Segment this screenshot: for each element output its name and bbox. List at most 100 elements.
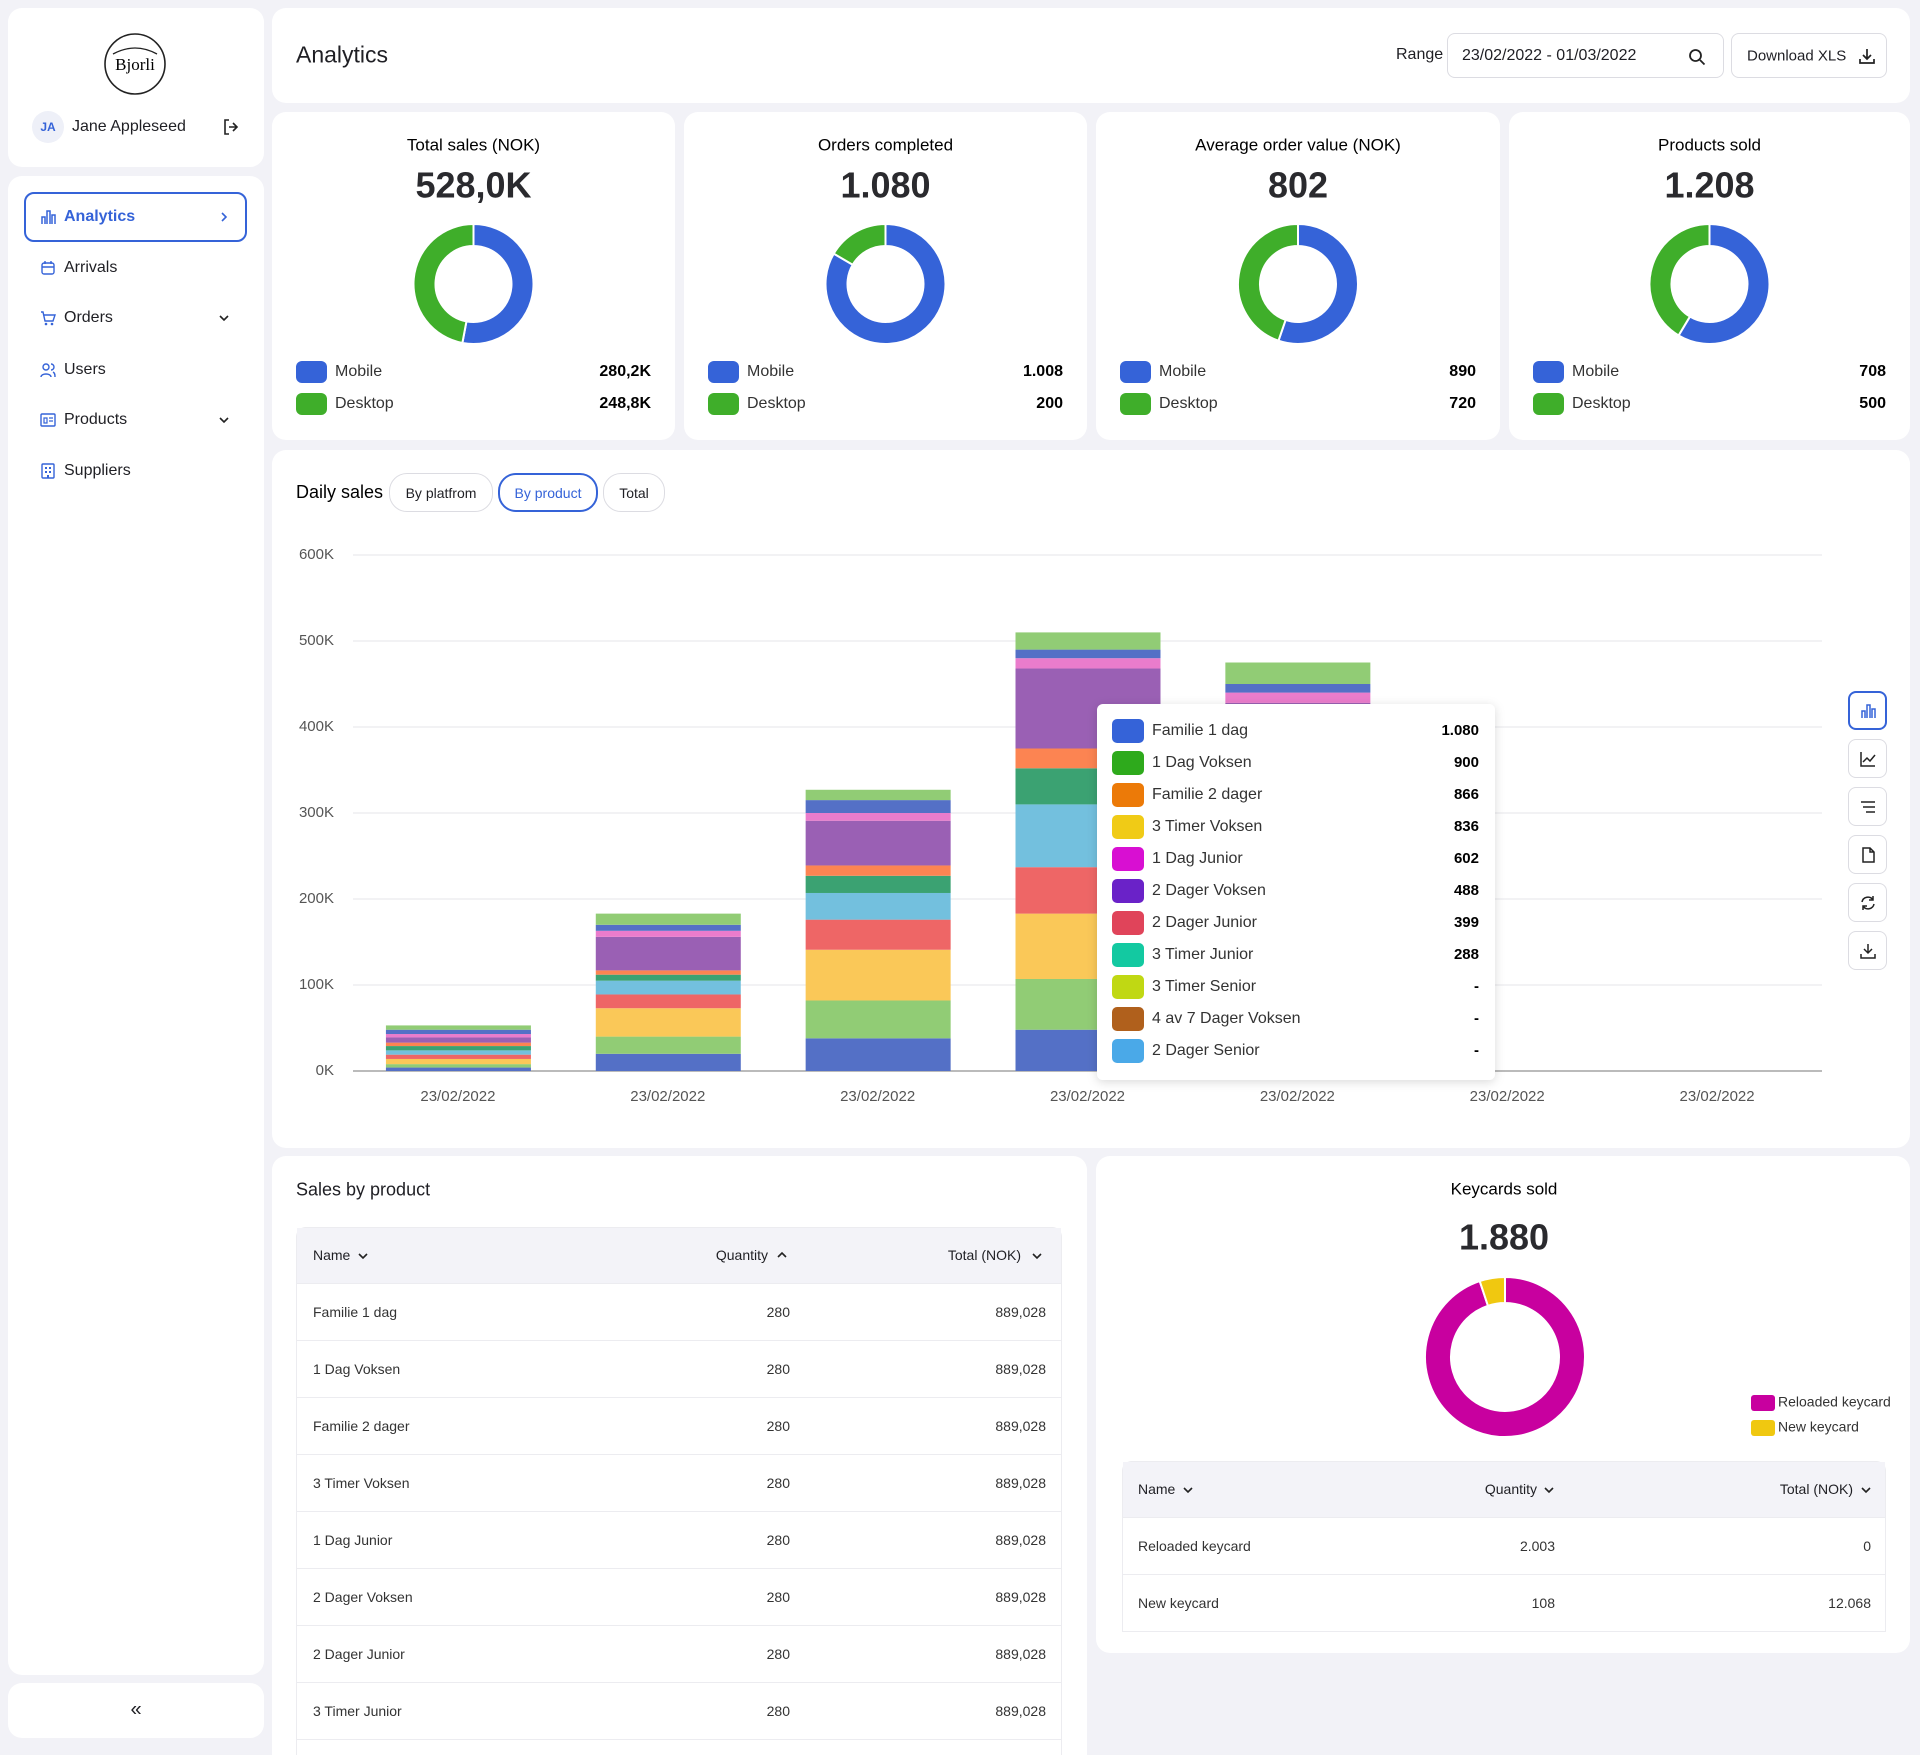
sort-icon[interactable]: [1860, 1484, 1872, 1496]
tooltip-label: 2 Dager Senior: [1152, 1042, 1260, 1059]
cell-quantity: 280: [766, 1304, 790, 1320]
cell-quantity: 280: [766, 1361, 790, 1377]
bar-view-button[interactable]: [1848, 691, 1887, 730]
bar-segment: [1015, 632, 1161, 650]
table-row: Reloaded keycard 2.003 0: [1123, 1517, 1885, 1574]
header-card: Analytics Range 23/02/2022 - 01/03/2022 …: [272, 8, 1910, 103]
nav-item[interactable]: Orders: [64, 309, 113, 326]
tooltip-swatch: [1112, 783, 1144, 807]
column-header[interactable]: Quantity: [1484, 1481, 1537, 1497]
cell-total: 0: [1863, 1538, 1871, 1554]
range-input[interactable]: 23/02/2022 - 01/03/2022: [1447, 33, 1724, 78]
download-button[interactable]: Download XLS: [1731, 33, 1887, 78]
collapse-button[interactable]: «: [130, 1698, 142, 1721]
sort-icon[interactable]: [776, 1249, 788, 1261]
x-tick-label: 23/02/2022: [420, 1088, 495, 1105]
cell-total: 889,028: [995, 1703, 1046, 1719]
kpi-chart: Products sold 1.208 Mobile 708 Desktop 500: [1533, 135, 1886, 415]
tooltip-value: 488: [1454, 882, 1479, 899]
sort-icon[interactable]: [357, 1250, 369, 1262]
table-row: 3 Timer Junior 280 889,028: [297, 1682, 1061, 1739]
bar-segment: [805, 800, 951, 813]
bar-segment: [595, 936, 741, 971]
cell-name: 3 Timer Voksen: [313, 1475, 410, 1491]
nav-item[interactable]: Products: [64, 411, 128, 428]
table-row: 2 Dager Voksen 280 889,028: [297, 1568, 1061, 1625]
cell-total: 889,028: [995, 1475, 1046, 1491]
list-view-button[interactable]: [1848, 787, 1887, 826]
tab[interactable]: By platfrom: [389, 473, 493, 512]
legend-label: Reloaded keycard: [1778, 1394, 1891, 1410]
legend-swatch: [296, 361, 327, 383]
bar-segment: [805, 789, 951, 801]
sort-icon[interactable]: [1182, 1484, 1194, 1496]
kpi-total: 1.208: [1664, 165, 1754, 206]
bar-segment: [595, 994, 741, 1009]
nav-icon: [41, 311, 56, 326]
tooltip-label: 3 Timer Senior: [1152, 978, 1257, 995]
cell-total: 889,028: [995, 1304, 1046, 1320]
legend-value: 708: [1859, 363, 1886, 380]
bar-segment: [385, 1025, 531, 1030]
sales-table: Name Quantity Total (NOK) Familie 1 dag 2…: [296, 1227, 1062, 1755]
column-header[interactable]: Total (NOK): [947, 1247, 1021, 1263]
data-view-button[interactable]: [1848, 835, 1887, 874]
nav-active[interactable]: [24, 192, 247, 242]
nav-item[interactable]: Arrivals: [64, 259, 118, 276]
line-view-button[interactable]: [1848, 739, 1887, 778]
nav-item[interactable]: Users: [64, 361, 106, 378]
tooltip-value: 288: [1454, 946, 1479, 963]
bar-segment: [385, 1042, 531, 1047]
nav-item[interactable]: Suppliers: [64, 462, 131, 479]
bar-segment: [1225, 662, 1371, 684]
nav-item[interactable]: Analytics: [64, 208, 136, 225]
bar-segment: [595, 970, 741, 975]
tooltip-swatch: [1112, 847, 1144, 871]
nav-icon: [41, 463, 55, 479]
tab[interactable]: By product: [498, 473, 598, 512]
chart-total: 1.880: [1459, 1217, 1549, 1258]
cell-name: Familie 2 dager: [313, 1418, 410, 1434]
cell-total: 889,028: [995, 1646, 1046, 1662]
sort-icon[interactable]: [1031, 1250, 1043, 1262]
x-tick-label: 23/02/2022: [840, 1088, 915, 1105]
bar-segment: [805, 820, 951, 866]
tooltip-swatch: [1112, 719, 1144, 743]
column-header[interactable]: Total (NOK): [1779, 1481, 1853, 1497]
cell-quantity: 2.003: [1519, 1538, 1555, 1554]
bar-segment: [385, 1067, 531, 1071]
bar-segment: [595, 930, 741, 937]
column-header[interactable]: Name: [1138, 1481, 1176, 1497]
bar-segment: [595, 974, 741, 981]
sort-icon[interactable]: [1543, 1484, 1555, 1496]
legend-swatch: [296, 393, 327, 415]
legend-value: 248,8K: [599, 395, 651, 412]
column-header[interactable]: Quantity: [715, 1247, 768, 1263]
cell-quantity: 280: [766, 1475, 790, 1491]
table-row: 2 Dager Junior 280 889,028: [297, 1625, 1061, 1682]
save-image-button[interactable]: [1848, 931, 1887, 970]
tab[interactable]: Total: [603, 473, 665, 512]
collapse-card: «: [8, 1683, 264, 1738]
logout-icon[interactable]: [222, 118, 240, 136]
y-tick-label: 0K: [316, 1062, 334, 1079]
kpi-title: Orders completed: [818, 135, 953, 154]
legend-label: Desktop: [1159, 395, 1218, 412]
tooltip-swatch: [1112, 1039, 1144, 1063]
restore-button[interactable]: [1848, 883, 1887, 922]
donut-slice: [832, 222, 887, 267]
x-tick-label: 23/02/2022: [1050, 1088, 1125, 1105]
bar-chart: Daily sales 0K 100K 200K 300K 400K 500K 600K 23…: [296, 482, 1822, 1105]
legend-swatch: [1751, 1420, 1775, 1436]
cell-quantity: 280: [766, 1646, 790, 1662]
column-header[interactable]: Name: [313, 1247, 351, 1263]
tooltip-swatch: [1112, 911, 1144, 935]
tooltip-swatch: [1112, 751, 1144, 775]
nav-icon: [41, 210, 56, 224]
legend-label: Mobile: [1159, 363, 1206, 380]
kpi-total: 528,0K: [415, 165, 531, 206]
bar-segment: [1015, 658, 1161, 669]
